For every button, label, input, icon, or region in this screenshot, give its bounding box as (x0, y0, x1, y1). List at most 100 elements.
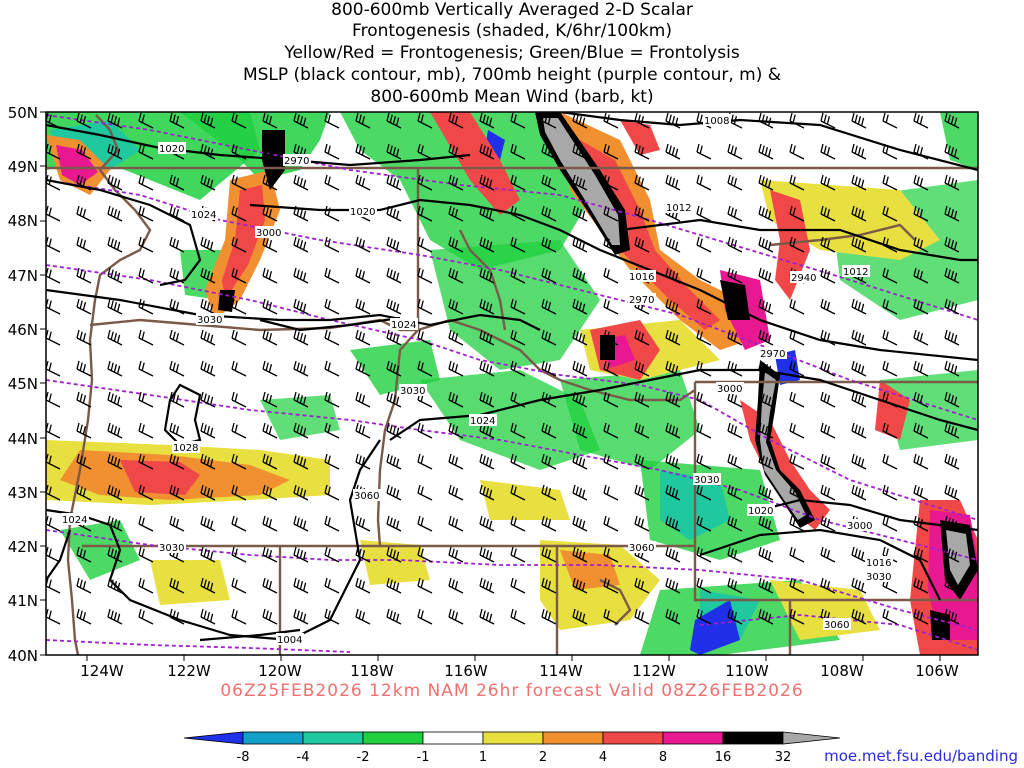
wind-barb (386, 546, 402, 563)
wind-barb (758, 174, 774, 191)
wind-barb (603, 143, 619, 160)
wind-barb (510, 515, 526, 532)
wind-barb (479, 391, 495, 408)
wind-barb (479, 360, 495, 377)
lat-label-49n: 49N (8, 158, 38, 176)
wind-barb (789, 484, 805, 501)
wind-barb (386, 205, 402, 222)
colorbar-tick-7: 4 (599, 750, 607, 765)
wind-barb (510, 236, 526, 253)
wind-barb (634, 112, 650, 129)
wind-barb (882, 422, 898, 439)
wind-barb (355, 112, 371, 129)
lat-label-40n: 40N (8, 647, 38, 665)
wind-barb (913, 267, 929, 284)
wind-barb (200, 360, 216, 377)
wind-barb (324, 391, 340, 408)
wind-barb (820, 577, 836, 594)
wind-barb (572, 112, 588, 129)
wind-barb (169, 515, 185, 532)
wind-barb (696, 484, 712, 501)
wind-barb (355, 577, 371, 594)
wind-barb (448, 515, 464, 532)
wind-barb (572, 205, 588, 222)
wind-barb (758, 112, 774, 129)
wind-barb (789, 205, 805, 222)
wind-barb (293, 577, 309, 594)
wind-barb (417, 453, 433, 470)
wind-barb (293, 329, 309, 346)
wind-barb (138, 360, 154, 377)
wind-barb (851, 546, 867, 563)
wind-barb (510, 422, 526, 439)
wind-barb (324, 453, 340, 470)
wind-barb (107, 422, 123, 439)
wind-barb (107, 608, 123, 625)
wind-barb (665, 608, 681, 625)
wind-barb (541, 329, 557, 346)
wind-barb (76, 112, 92, 129)
wind-barb (851, 608, 867, 625)
wind-barb (417, 577, 433, 594)
wind-barb (293, 484, 309, 501)
colorbar-swatch-7 (602, 731, 664, 745)
wind-barb (200, 484, 216, 501)
wind-barb (634, 422, 650, 439)
wind-barb (634, 236, 650, 253)
colorbar-tick-10: 32 (775, 750, 792, 765)
colorbar-swatch-4 (422, 731, 484, 745)
wind-barb (789, 422, 805, 439)
wind-barb (76, 360, 92, 377)
wind-barb (758, 236, 774, 253)
wind-barb (417, 174, 433, 191)
wind-barb (665, 360, 681, 377)
wind-barb (541, 546, 557, 563)
wind-barb (510, 453, 526, 470)
wind-barb (169, 484, 185, 501)
lat-label-43n: 43N (8, 484, 38, 502)
wind-barb (541, 174, 557, 191)
colorbar-swatch-1 (242, 731, 304, 745)
wind-barb (913, 236, 929, 253)
wind-barb (76, 174, 92, 191)
wind-barb (355, 143, 371, 160)
wind-barb (293, 205, 309, 222)
lat-label-48n: 48N (8, 212, 38, 230)
wind-barb (944, 205, 960, 222)
height-label-7: 3000 (717, 384, 742, 395)
wind-barb (355, 453, 371, 470)
wind-barb (634, 143, 650, 160)
wind-barb (634, 453, 650, 470)
wind-barb (696, 360, 712, 377)
wind-barb (231, 174, 247, 191)
wind-barb (696, 453, 712, 470)
wind-barb (448, 205, 464, 222)
wind-barb (820, 205, 836, 222)
wind-barb (293, 422, 309, 439)
height-label-14: 3030 (866, 572, 891, 583)
wind-barb (758, 391, 774, 408)
wind-barb (603, 577, 619, 594)
wind-barb (138, 577, 154, 594)
wind-barb (634, 608, 650, 625)
lat-label-44n: 44N (8, 430, 38, 448)
wind-barb (324, 205, 340, 222)
wind-barb (572, 577, 588, 594)
wind-barb (820, 236, 836, 253)
wind-barb (944, 453, 960, 470)
mslp-label-5: 1012 (666, 203, 691, 214)
wind-barb (107, 298, 123, 315)
wind-barb (107, 143, 123, 160)
wind-barb (448, 422, 464, 439)
wind-barb (448, 143, 464, 160)
wind-barb (665, 112, 681, 129)
wind-barb (944, 329, 960, 346)
height-label-5: 2940 (791, 273, 816, 284)
wind-barb (944, 267, 960, 284)
wind-barb (200, 608, 216, 625)
wind-barb (417, 515, 433, 532)
height-label-8: 3030 (400, 386, 425, 397)
wind-barb (603, 484, 619, 501)
wind-barb (572, 391, 588, 408)
lat-label-46n: 46N (8, 321, 38, 339)
